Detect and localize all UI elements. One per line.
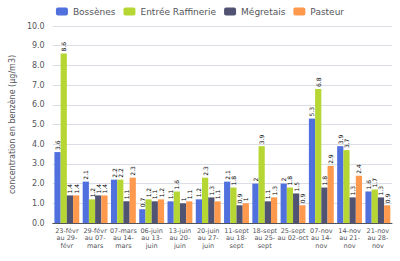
svg-text:1.2: 1.2: [145, 187, 153, 198]
svg-text:au 28-: au 28-: [367, 234, 389, 243]
svg-text:6.0: 6.0: [32, 100, 45, 109]
svg-text:mars: mars: [115, 242, 132, 250]
svg-text:2.1: 2.1: [223, 170, 231, 180]
svg-text:1.0: 1.0: [32, 199, 45, 208]
svg-text:1.1: 1.1: [123, 190, 130, 200]
svg-text:2.3: 2.3: [202, 166, 209, 176]
svg-text:1.8: 1.8: [286, 176, 294, 186]
svg-text:6.8: 6.8: [315, 77, 322, 87]
svg-text:au 20-: au 20-: [169, 234, 191, 243]
svg-text:1.3: 1.3: [207, 185, 215, 196]
svg-text:3.9: 3.9: [258, 134, 265, 144]
svg-text:10.0: 10.0: [27, 22, 45, 31]
svg-text:3.0: 3.0: [32, 159, 45, 168]
svg-text:1.5: 1.5: [293, 182, 300, 192]
svg-text:2.3: 2.3: [129, 166, 136, 176]
svg-text:Bossènes: Bossènes: [73, 7, 116, 17]
svg-text:5.3: 5.3: [308, 107, 315, 117]
svg-text:1.2: 1.2: [88, 187, 96, 198]
svg-text:1.6: 1.6: [365, 179, 372, 190]
svg-text:1.1: 1.1: [167, 190, 174, 200]
svg-text:1.4: 1.4: [73, 184, 80, 194]
svg-text:3.9: 3.9: [336, 134, 344, 145]
svg-text:au 14-: au 14-: [113, 234, 134, 243]
svg-text:8.6: 8.6: [60, 42, 67, 52]
svg-text:1.8: 1.8: [321, 176, 328, 186]
svg-text:au 18-: au 18-: [226, 234, 247, 243]
svg-text:sept: sept: [229, 242, 244, 250]
svg-text:0.9: 0.9: [236, 193, 244, 204]
svg-text:Entrée Raffinerie: Entrée Raffinerie: [140, 7, 216, 17]
svg-text:1: 1: [242, 197, 249, 201]
svg-text:0.0: 0.0: [32, 219, 45, 228]
svg-text:nov: nov: [315, 242, 327, 250]
svg-text:2: 2: [280, 177, 288, 182]
svg-text:7.0: 7.0: [32, 81, 45, 90]
svg-text:mars: mars: [87, 242, 104, 250]
svg-text:0.9: 0.9: [384, 194, 391, 204]
svg-text:juin: juin: [173, 242, 186, 250]
svg-text:2: 2: [252, 178, 259, 182]
svg-text:0.7: 0.7: [139, 197, 146, 207]
svg-text:21-nov: 21-nov: [366, 226, 390, 235]
svg-text:11-sept: 11-sept: [224, 226, 249, 235]
svg-text:29-févr: 29-févr: [83, 226, 107, 235]
svg-text:20-juin: 20-juin: [197, 226, 220, 235]
svg-text:févr: févr: [60, 242, 73, 250]
svg-text:4.0: 4.0: [32, 140, 45, 149]
svg-text:au 14-: au 14-: [310, 234, 332, 243]
svg-text:1.1: 1.1: [214, 190, 221, 200]
svg-text:18-sept: 18-sept: [252, 226, 278, 235]
svg-text:juin: juin: [145, 242, 158, 250]
svg-text:au 29-: au 29-: [56, 234, 78, 243]
svg-text:25-sept: 25-sept: [280, 226, 306, 235]
svg-text:concentration en benzène (µg/m: concentration en benzène (µg/m3): [7, 55, 17, 194]
svg-text:sept: sept: [258, 242, 273, 250]
svg-text:au 13-: au 13-: [141, 234, 163, 243]
svg-text:23-févr: 23-févr: [55, 226, 79, 235]
svg-text:1.1: 1.1: [186, 190, 193, 200]
svg-text:1.3: 1.3: [349, 186, 356, 196]
svg-text:07-mars: 07-mars: [109, 226, 137, 235]
svg-text:3.6: 3.6: [54, 140, 61, 150]
svg-text:0.9: 0.9: [299, 194, 306, 204]
svg-text:14-nov: 14-nov: [338, 226, 361, 235]
svg-text:au 27-: au 27-: [197, 234, 219, 243]
svg-text:au 25-: au 25-: [254, 234, 276, 243]
svg-text:1.4: 1.4: [94, 183, 102, 194]
svg-text:2.0: 2.0: [32, 179, 45, 188]
svg-text:3.7: 3.7: [343, 138, 350, 148]
svg-text:1.1: 1.1: [264, 189, 272, 200]
svg-text:1.3: 1.3: [377, 185, 385, 196]
svg-text:1.8: 1.8: [230, 176, 237, 186]
svg-text:1.4: 1.4: [66, 183, 74, 194]
svg-text:juin: juin: [201, 242, 214, 250]
svg-text:9.0: 9.0: [32, 41, 45, 50]
svg-text:nov: nov: [372, 242, 384, 250]
svg-text:2.1: 2.1: [82, 170, 89, 180]
svg-text:1.6: 1.6: [173, 180, 180, 190]
svg-text:Mégretais: Mégretais: [241, 7, 286, 17]
svg-text:07-nov: 07-nov: [310, 226, 333, 235]
svg-text:au 21-: au 21-: [339, 234, 360, 243]
svg-text:2.2: 2.2: [110, 168, 118, 178]
svg-text:1.7: 1.7: [371, 178, 379, 188]
svg-text:2.2: 2.2: [117, 168, 124, 178]
svg-text:1.2: 1.2: [158, 188, 165, 198]
svg-text:au 02-oct: au 02-oct: [278, 234, 309, 242]
svg-text:2.9: 2.9: [327, 154, 334, 164]
svg-text:5.0: 5.0: [32, 120, 45, 129]
svg-text:1.1: 1.1: [151, 189, 159, 200]
svg-text:nov: nov: [344, 242, 356, 250]
svg-text:1.2: 1.2: [195, 188, 202, 198]
svg-text:13-juin: 13-juin: [168, 226, 192, 235]
svg-text:2.4: 2.4: [355, 164, 362, 174]
svg-text:1: 1: [179, 197, 187, 202]
svg-text:1.4: 1.4: [101, 184, 108, 194]
svg-text:06-juin: 06-juin: [140, 226, 163, 235]
svg-text:Pasteur: Pasteur: [310, 7, 344, 17]
svg-text:1.3: 1.3: [271, 186, 278, 196]
svg-text:8.0: 8.0: [32, 61, 45, 70]
svg-text:au 07-: au 07-: [84, 234, 106, 243]
